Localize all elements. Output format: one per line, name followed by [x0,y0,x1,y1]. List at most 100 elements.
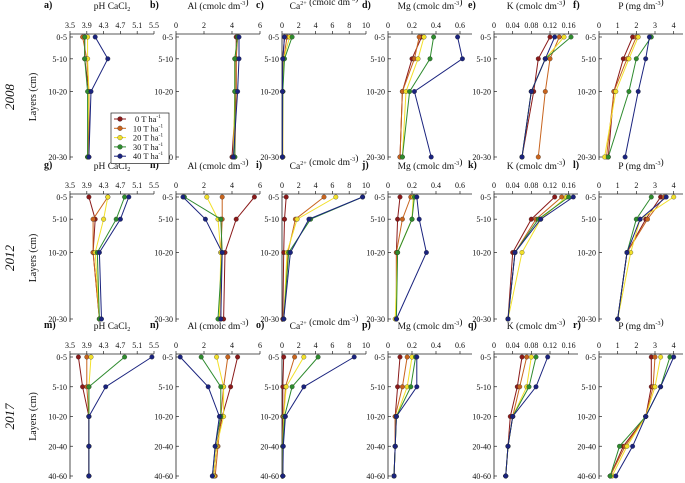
y-tick-label: 0-5 [585,33,596,42]
x-tick-label: 0.04 [506,181,520,190]
panel-letter: o) [256,320,264,331]
y-tick-label: 0-5 [480,193,491,202]
y-tick-label: 40-60 [577,472,596,481]
data-point [393,316,399,322]
data-point [280,56,286,62]
data-point [561,34,567,40]
y-tick-label: 5-10 [264,383,279,392]
y-tick-label: 10-20 [577,413,596,422]
panel-p: p) Mg (cmolc dm-3) 0 0.2 0.4 0.6 0-5 5-10 10-20 2… [362,317,472,481]
x-tick-label: 4.3 [99,21,109,30]
series-line-2 [283,196,337,320]
row-2008: 2008 Layers (cm) [2,73,39,122]
panel-title: Ca2+ (cmolc dm-3) [290,0,359,12]
data-point [282,216,287,222]
data-point [545,354,551,360]
series-line-1 [606,36,637,158]
data-point [282,414,288,419]
series-line-2 [507,196,567,320]
data-point [391,473,397,479]
year-label: 2012 [2,245,17,272]
data-point [88,89,94,94]
data-point [455,34,461,40]
year-label: 2008 [2,84,17,111]
data-point [671,194,677,200]
y-tick-label: 5-10 [581,383,596,392]
y-tick-label: 5-10 [158,215,173,224]
y-tick-label: 0-5 [480,353,491,362]
y-tick-label: 0-5 [268,33,279,42]
legend-swatch-dot [117,135,123,141]
x-tick-label: 2 [297,181,301,190]
x-tick-label: 0 [492,341,496,350]
data-point [510,414,516,419]
data-point [617,443,622,449]
x-tick-label: 8 [347,21,351,30]
panel-title: P (mg dm-3) [618,157,663,172]
panel-l: l) P (mg dm-3) 0 1 2 3 4 0-5 5-10 10-20 20-30 [573,157,683,324]
panel-title: pH CaCl2 [94,2,131,13]
data-point [408,384,414,390]
y-tick-label: 20-30 [260,315,279,324]
panel-letter: f) [573,0,580,11]
data-point [635,34,641,40]
x-tick-label: 5.1 [132,181,142,190]
y-tick-label: 20-30 [366,153,385,162]
series-line-3 [184,196,223,320]
legend-entry: 20 T ha-1 [133,133,164,143]
data-point [101,216,107,222]
y-tick-label: 10-20 [366,88,385,97]
data-point [519,154,525,160]
data-point [294,216,300,222]
panel-title: Mg (cmolc dm-3) [398,157,463,172]
y-tick-label: 20-40 [260,442,279,451]
y-tick-label: 20-30 [472,315,491,324]
series-line-2 [94,196,109,320]
y-tick-label: 10-20 [154,248,173,257]
data-point [395,250,401,255]
data-point [86,384,92,390]
y-tick-label: 0-5 [268,193,279,202]
data-point [427,56,433,62]
data-point [626,89,632,94]
data-point [209,473,215,479]
data-point [407,89,413,94]
y-tick-label: 40-60 [366,472,385,481]
x-tick-label: 4 [230,21,234,30]
y-tick-label: 5-10 [52,55,67,64]
data-point [202,216,208,222]
x-tick-label: 2 [297,21,301,30]
panel-letter: p) [362,320,371,331]
x-tick-label: 4.3 [99,181,109,190]
data-point [113,216,119,222]
legend-swatch-dot [117,153,123,159]
y-tick-label: 10-20 [154,88,173,97]
y-axis-title: Layers (cm) [28,73,39,122]
x-tick-label: 0.04 [506,21,520,30]
x-tick-label: 4 [672,341,676,350]
legend-entry: 30 T ha-1 [133,142,164,152]
data-point [105,194,111,200]
year-label: 2017 [2,403,17,430]
data-point [414,384,420,390]
x-tick-label: 3 [653,21,657,30]
data-point [105,56,111,62]
y-tick-label: 40-60 [472,472,491,481]
data-point [528,354,534,360]
series-line-3 [607,36,652,158]
x-tick-label: 10 [362,181,370,190]
data-point [321,194,327,200]
y-tick-label: 0-5 [480,33,491,42]
panel-c: c) Ca2+ (cmolc dm-3) 0 2 4 6 8 10 0-5 5-10 10-20 20… [256,0,370,162]
x-tick-label: 1 [616,181,620,190]
x-tick-label: 0.4 [431,21,441,30]
x-tick-label: 6 [330,21,334,30]
data-point [652,354,658,360]
panel-d: d) Mg (cmolc dm-3) 0 0.2 0.4 0.6 0-5 5-10 10-20 2… [362,0,472,162]
y-tick-label: 10-20 [366,248,385,257]
panel-k: k) K (cmolc dm-3) 0 0.04 0.08 0.12 0.16 0-5 5-10… [468,157,578,324]
series-line-2 [87,37,90,158]
x-tick-label: 0.16 [562,181,576,190]
x-tick-label: 0 [386,181,390,190]
x-tick-label: 0 [492,181,496,190]
